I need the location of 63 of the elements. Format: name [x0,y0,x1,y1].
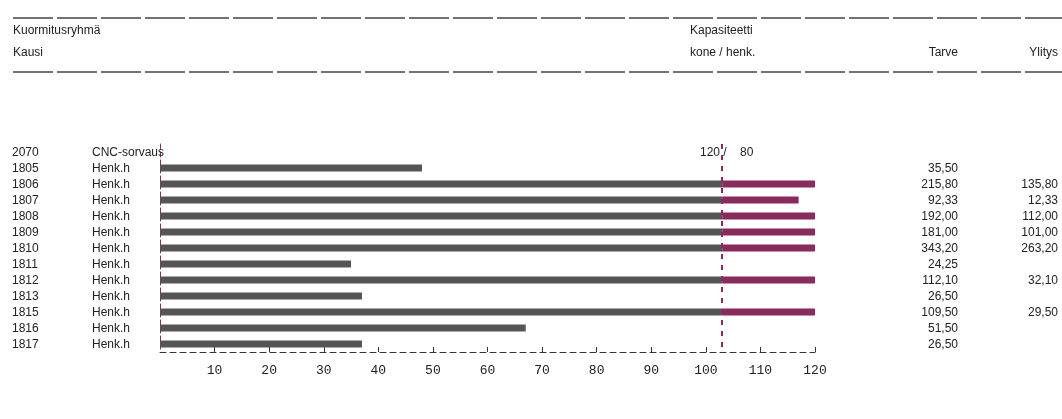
bar [160,292,362,300]
bar [160,212,723,220]
x-tick-label: 30 [315,363,332,378]
text: 135,80 [1021,177,1058,191]
category-label: 1810 Henk.h [12,241,131,255]
text: Kuormitusryhmä [13,23,101,37]
text: 192,00 [921,209,958,223]
category-label: 1807 Henk.h [12,193,131,207]
text: 343,20 [921,241,958,255]
text: 29,50 [1027,305,1058,319]
bar [160,260,352,268]
text: 51,50 [927,321,958,335]
category-label: 1811 Henk.h [12,257,131,271]
text: 35,50 [927,161,958,175]
category-label: 2070 CNC-sorvaus [12,145,165,159]
category-label: 1806 Henk.h [12,177,131,191]
text: Ylitys [1029,45,1058,59]
x-tick-label: 80 [588,363,605,378]
bar [160,164,422,172]
x-tick-label: 50 [425,363,441,378]
text: 112,00 [1022,209,1058,223]
bar [160,196,723,204]
text: Kausi [13,45,44,59]
text: 263,20 [1021,241,1058,255]
category-label: 1816 Henk.h [12,321,131,335]
x-tick-label: 70 [534,363,550,378]
category-label: 1817 Henk.h [12,337,131,351]
text: 24,25 [927,257,958,271]
x-tick-label: 100 [694,363,718,378]
x-tick-label: 40 [370,363,387,378]
x-tick-label: 20 [261,363,277,378]
x-tick-label: 90 [643,363,660,378]
text: 101,00 [1021,225,1058,239]
text: 32,10 [1027,273,1058,287]
text: 12,33 [1027,193,1058,207]
bar [160,324,526,332]
text: 92,33 [927,193,958,207]
text: 112,10 [922,273,958,287]
bar [160,340,362,348]
text: 26,50 [927,337,958,351]
category-label: 1805 Henk.h [12,161,131,175]
bar [160,308,723,316]
x-tick-label: 60 [479,363,496,378]
bar [160,244,723,252]
category-label: 1813 Henk.h [12,289,131,303]
x-tick-label: 120 [803,363,827,378]
bar [160,180,723,188]
annotation: 120 / 80 [700,145,754,159]
text: kone / henk. [690,45,756,59]
text: 215,80 [921,177,958,191]
text: Kapasiteetti [690,23,753,37]
text: 181,00 [921,225,958,239]
category-label: 1812 Henk.h [12,273,131,287]
category-label: 1809 Henk.h [12,225,131,239]
category-label: 1815 Henk.h [12,305,131,319]
text: 26,50 [927,289,958,303]
text: Tarve [928,45,959,59]
text: 109,50 [921,305,958,319]
x-tick-label: 110 [748,363,773,378]
bar [160,276,723,284]
category-label: 1808 Henk.h [12,209,131,223]
bar [160,228,723,236]
x-tick-label: 10 [206,363,223,378]
